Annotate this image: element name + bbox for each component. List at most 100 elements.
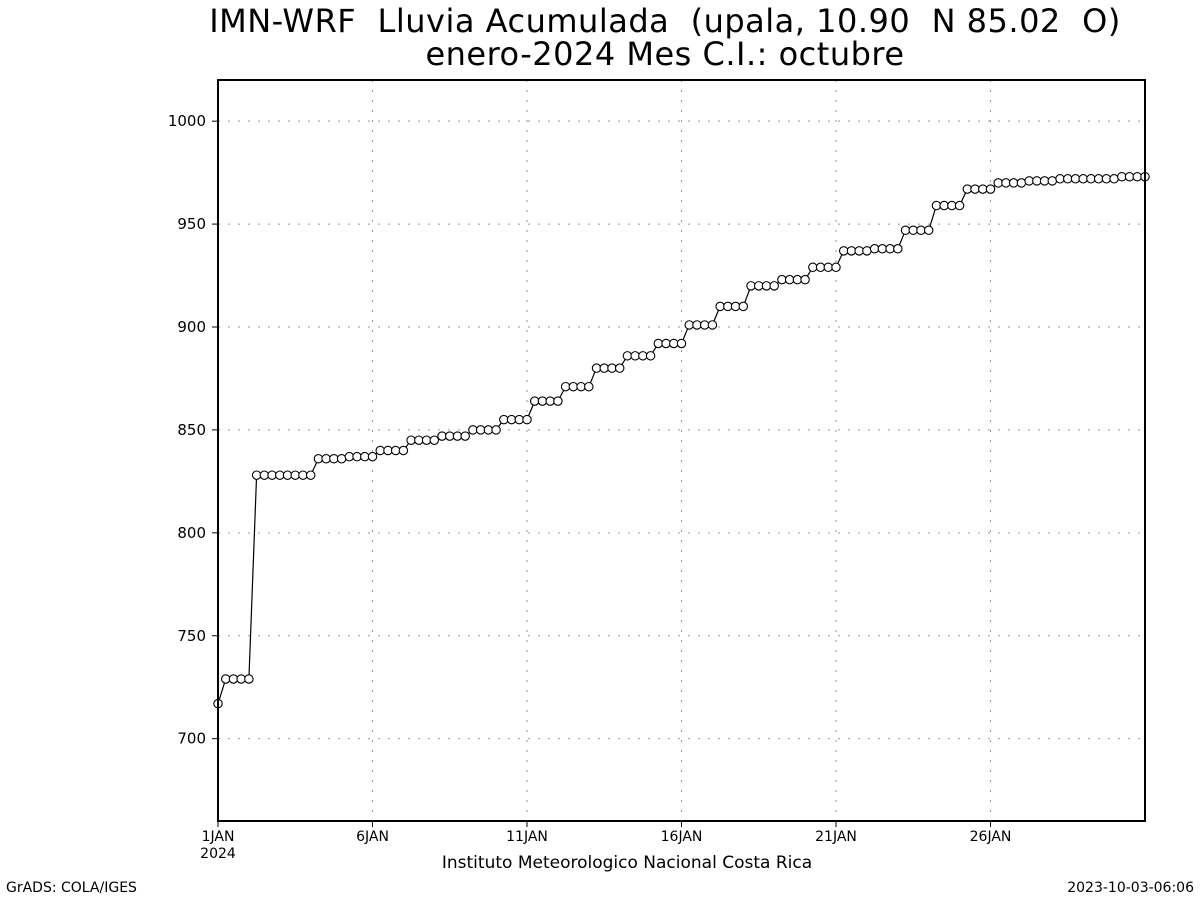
data-point [630,351,640,361]
data-point [1078,174,1088,184]
data-point [815,262,826,273]
data-point [916,225,926,236]
x-axis-label: Instituto Meteorologico Nacional Costa R… [441,853,813,873]
data-point [468,425,478,435]
data-point [669,338,679,349]
data-point [777,274,787,285]
data-point [537,396,548,406]
data-point [553,396,563,406]
data-point [290,470,300,480]
data-point [1101,174,1112,184]
data-point [638,351,648,361]
data-point [1093,174,1104,184]
data-point [1132,171,1143,182]
x-tick-label: 21JAN [815,829,857,845]
data-point [560,381,571,392]
data-point [444,431,455,441]
data-point [985,184,996,194]
x-tick-label: 1JAN [202,829,235,845]
data-point [545,396,555,406]
data-point [491,425,501,435]
data-point [244,674,254,684]
data-point [584,381,594,392]
data-point [236,674,246,684]
grads-credit: GrADS: COLA/IGES [6,880,137,896]
data-point [831,262,841,273]
data-point [305,470,316,480]
data-point [808,262,818,273]
data-point [367,451,378,462]
data-point [1024,176,1034,186]
y-tick-label: 700 [177,730,206,748]
data-point [499,414,509,425]
data-point [614,363,625,373]
data-point [259,470,270,480]
data-point [869,244,880,254]
data-point [978,184,988,194]
data-point [784,274,795,285]
data-point [576,381,586,392]
data-point [1124,171,1135,182]
data-point [900,225,911,236]
data-point [893,244,903,254]
data-point [352,451,362,462]
data-point [275,470,285,480]
data-point [962,184,973,194]
data-point [715,301,725,312]
data-point [282,470,293,480]
data-point [220,674,231,684]
data-point [452,431,463,441]
data-point [885,244,895,254]
data-point [908,225,918,236]
data-point [1008,178,1019,188]
data-point [676,338,687,349]
data-point [692,320,702,330]
data-point [568,381,579,392]
data-point [437,431,447,441]
data-point [653,338,664,349]
y-tick-label: 950 [177,215,206,233]
data-point [939,200,949,211]
data-point [730,301,741,312]
data-point [398,445,409,456]
data-point [645,351,656,361]
data-point [1047,176,1058,186]
data-point [390,445,401,456]
y-tick-label: 1000 [168,112,206,130]
data-point [414,435,424,445]
y-tick-label: 850 [177,421,206,439]
data-point [1070,174,1081,184]
data-point [514,414,525,425]
x-tick-label: 16JAN [661,829,703,845]
series-markers [213,171,1150,709]
data-point [792,274,803,285]
data-point [1039,176,1050,186]
data-point [321,453,331,464]
data-point [761,281,772,291]
chart-subtitle: enero-2024 Mes C.I.: octubre [425,35,905,73]
data-point [483,425,494,435]
data-point [228,674,239,684]
data-point [475,425,486,435]
plot-frame [217,79,1146,822]
data-point [707,320,718,330]
data-point [723,301,733,312]
data-point [846,246,857,256]
data-point [375,445,385,456]
data-point [947,200,957,211]
data-point [336,453,347,464]
data-point [599,363,609,373]
data-point [954,200,965,211]
grid-lines [218,80,1145,821]
data-point [661,338,671,349]
data-point [769,281,779,291]
y-tick-label: 900 [177,318,206,336]
data-point [360,451,370,462]
x-tick-label: 26JAN [970,829,1012,845]
data-point [838,246,849,256]
x-tick-sublabel: 2024 [200,846,236,862]
data-point [460,431,470,441]
data-point [1086,174,1096,184]
data-point [823,262,834,273]
